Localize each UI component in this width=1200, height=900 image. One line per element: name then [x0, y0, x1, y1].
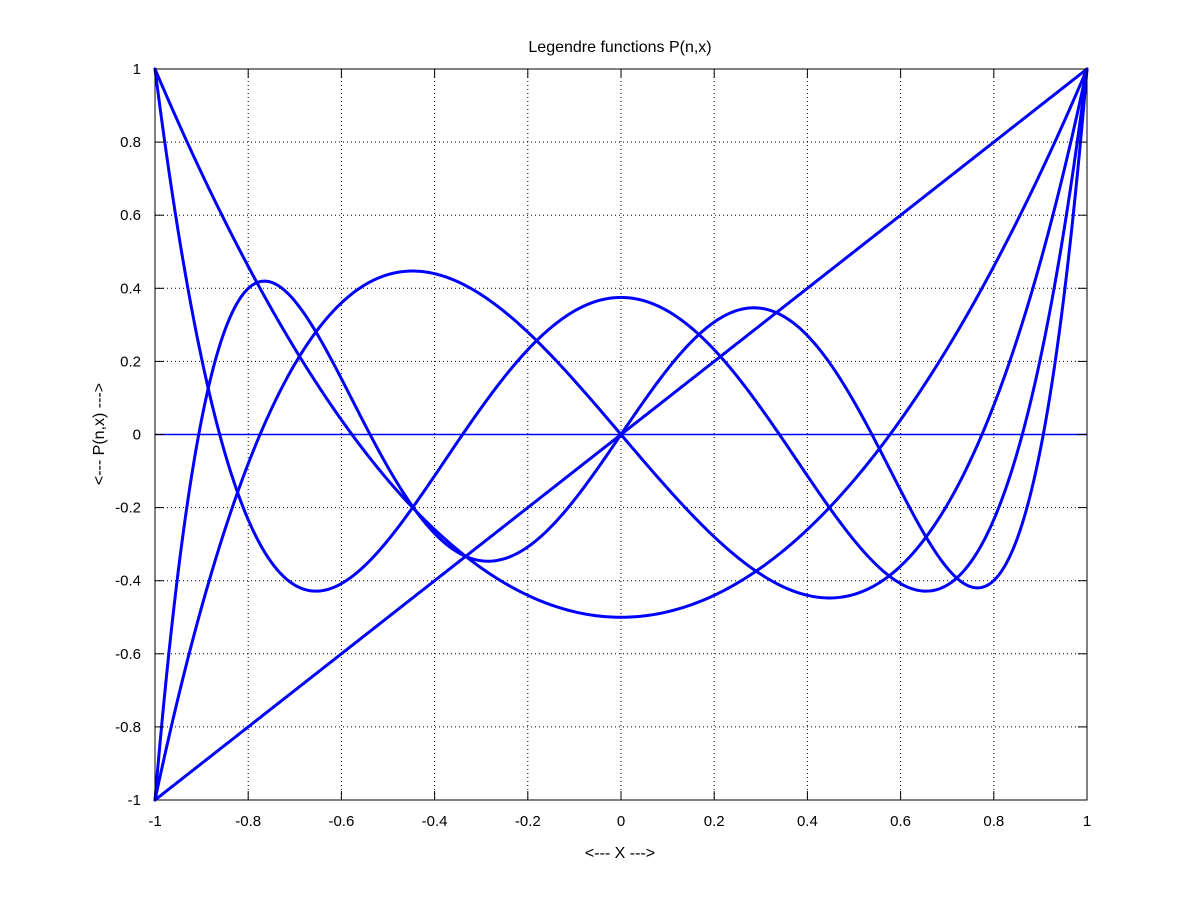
axes-frame — [154, 68, 1088, 801]
x-tick-label: -0.4 — [422, 813, 448, 830]
x-tick-label: 0.2 — [704, 813, 725, 830]
x-tick-label: -1 — [148, 813, 161, 830]
chart-title: Legendre functions P(n,x) — [528, 39, 711, 56]
y-tick-label: -0.2 — [115, 500, 141, 517]
y-tick-label: 0.2 — [120, 353, 141, 370]
series-line-p2 — [153, 67, 1089, 619]
x-tick-label: -0.2 — [515, 813, 541, 830]
x-tick-label: -0.8 — [235, 813, 261, 830]
x-tick-label: 0 — [617, 813, 625, 830]
x-axis-label: <--- X ---> — [585, 845, 655, 862]
series-line-p4 — [153, 67, 1089, 593]
y-tick-label: 0.8 — [120, 134, 141, 151]
x-tick-label: 1 — [1083, 813, 1091, 830]
y-tick-label: -0.6 — [115, 646, 141, 663]
y-axis-label: <--- P(n,x) ---> — [91, 383, 108, 485]
x-tick-label: 0.8 — [983, 813, 1004, 830]
y-tick-label: 0 — [133, 427, 141, 444]
x-tick-label: 0.6 — [890, 813, 911, 830]
x-tick-label: -0.6 — [328, 813, 354, 830]
y-tick-label: 1 — [133, 61, 141, 78]
tick-labels: -1 -0.8 -0.6 -0.4 -0.2 0 0.2 0.4 0.6 0.8 1 -1 -0.8 -0… — [115, 61, 1091, 830]
y-tick-label: 0.6 — [120, 207, 141, 224]
series-lines — [153, 67, 1089, 802]
y-tick-label: 0.4 — [120, 280, 141, 297]
x-tick-label: 0.4 — [797, 813, 818, 830]
y-tick-label: -0.4 — [115, 573, 141, 590]
y-tick-label: -0.8 — [115, 719, 141, 736]
y-tick-label: -1 — [128, 792, 141, 809]
